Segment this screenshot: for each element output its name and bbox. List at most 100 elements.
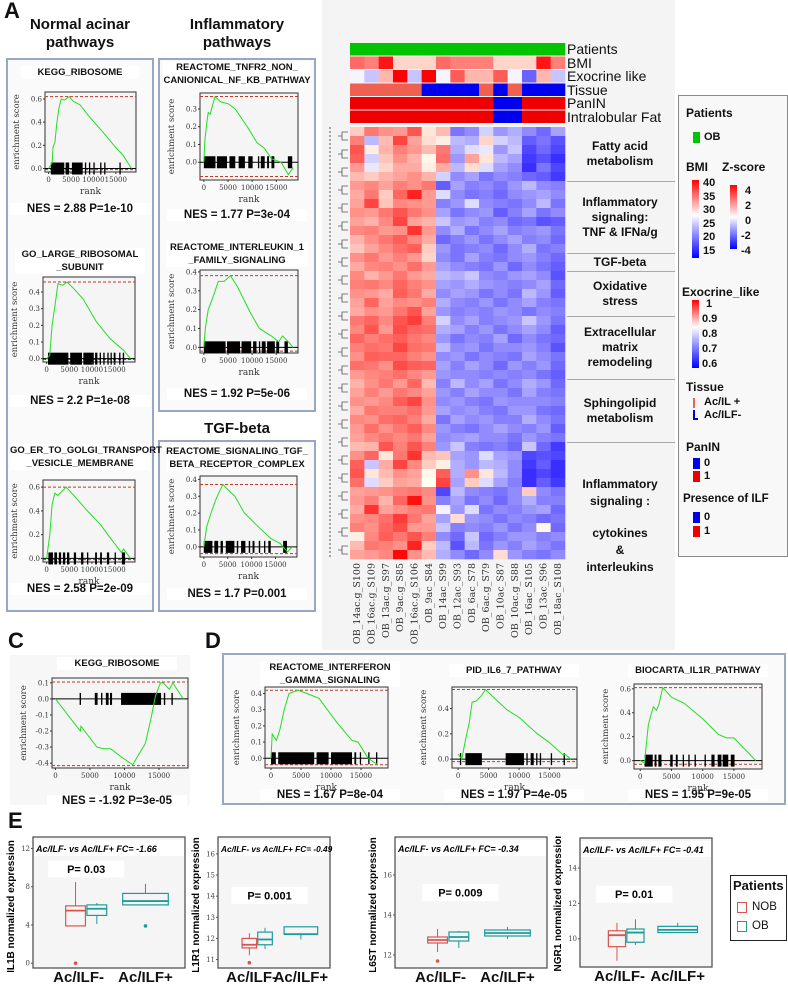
legend-exocrine-tick: 0.7 [702, 343, 718, 355]
x-category-label: Ac/ILF+ [118, 969, 173, 986]
heatmap-cell [450, 244, 465, 254]
boxplot-il1r1: Ac/ILF- vs Ac/ILF+ FC= -0.49 P= 0.001 11 12… [191, 836, 333, 972]
box-ob [122, 883, 169, 928]
heatmap-cell [378, 442, 394, 452]
heatmap-cell [436, 541, 451, 551]
heatmap-cell [364, 199, 379, 209]
gsea-title-line: CANIONICAL_NF_KB_PATHWAY [163, 75, 311, 86]
group-label-line: Inflammatory [582, 194, 658, 209]
legend-panin-0-swatch [693, 458, 700, 469]
y-tick-label: 0.3 [29, 305, 40, 313]
y-tick-label: 0.0 [31, 165, 42, 173]
heatmap-cell [364, 208, 379, 218]
heatmap-cell [536, 352, 551, 362]
gsea-nes-stat: NES = 1.7 P=0.001 [167, 588, 307, 600]
x-category-label: Ac/ILF- [53, 969, 105, 986]
heatmap-cell [479, 127, 494, 137]
heatmap-cell [393, 334, 408, 344]
heatmap-cell [364, 388, 379, 398]
heatmap-cell [507, 235, 523, 245]
heatmap-cell [450, 199, 465, 209]
heatmap-cell [436, 388, 451, 398]
heatmap-cell [393, 181, 408, 191]
heatmap-cell [450, 307, 465, 317]
heatmap-cell [378, 289, 394, 299]
heatmap-cell [378, 487, 394, 497]
heatmap-cell [507, 406, 523, 416]
heatmap-cell [479, 307, 494, 317]
annotation-cell-tissue [464, 83, 480, 96]
y-axis-label: enrichment score [419, 690, 429, 766]
heatmap-cell [364, 550, 379, 560]
heatmap-cell [493, 469, 508, 479]
heatmap-cell [378, 298, 394, 308]
heatmap-cell [507, 127, 523, 137]
heatmap-cell [364, 361, 379, 371]
annotation-cell-patients [436, 43, 451, 56]
group-separator [567, 316, 675, 317]
group-label-line: Inflammatory [582, 476, 658, 491]
gsea-title-line: REACTOME_INTERFERON [269, 662, 391, 673]
annotation-cell-exocrine-like [550, 70, 566, 83]
heatmap-cell [522, 298, 537, 308]
legend-ob-label: OB [704, 131, 721, 143]
x-tick-label: 0 [456, 772, 460, 780]
heatmap-cell [378, 181, 394, 191]
heatmap-cell [407, 334, 422, 344]
outlier-point [143, 924, 148, 928]
x-tick-label: 5000 [292, 772, 310, 780]
heatmap-cell [350, 298, 365, 308]
gsea-nes-stat: NES = 1.92 P=5e-06 [167, 388, 307, 400]
heatmap-cell [393, 226, 408, 236]
heatmap-cell [378, 280, 394, 290]
heatmap-cell [393, 235, 408, 245]
annotation-cell-exocrine-like [393, 70, 408, 83]
heatmap-cell [522, 469, 537, 479]
y-tick-label: 0.0 [29, 355, 40, 363]
legend-tissue-plus-swatch [693, 398, 695, 408]
annotation-cell-patients [364, 43, 379, 56]
gsea-title: REACTOME_INTERLEUKIN_1 _FAMILY_SIGNALING [166, 241, 308, 267]
heatmap-cell [522, 550, 537, 560]
heatmap-cell [407, 181, 422, 191]
heatmap-cell [536, 469, 551, 479]
heatmap-cell [450, 145, 465, 155]
group-separator [567, 181, 675, 182]
heatmap-cell [364, 487, 379, 497]
heatmap-cell [378, 478, 394, 488]
heatmap-cell [507, 145, 523, 155]
heatmap-cell [350, 478, 365, 488]
heatmap-cell [393, 532, 408, 542]
heatmap-cell [436, 442, 451, 452]
heatmap-cell [522, 370, 537, 380]
heatmap-cell [393, 361, 408, 371]
heatmap-cell [464, 289, 480, 299]
y-axis-label: enrichment score [601, 689, 611, 765]
heatmap-cell [464, 199, 480, 209]
heatmap-cell [493, 190, 508, 200]
y-tick-label: 0.2 [186, 510, 197, 518]
annotation-cell-tissue [378, 83, 394, 96]
heatmap-cell [536, 505, 551, 515]
heatmap-cell [350, 388, 365, 398]
gsea-nes-stat: NES = 1.67 P=8e-04 [260, 789, 400, 801]
heatmap-cell [436, 307, 451, 317]
plot-frame [44, 91, 137, 173]
heatmap-cell [507, 505, 523, 515]
y-tick-label: 13 [206, 914, 215, 922]
heatmap-cell [522, 190, 537, 200]
y-tick-label: -0.3 [36, 744, 50, 752]
heatmap-cell [407, 478, 422, 488]
heatmap-cell [378, 163, 394, 173]
heatmap-cell [522, 523, 537, 533]
gsea-title: GO_ER_TO_GOLGI_TRANSPORT _VESICLE_MEMBRAN… [10, 444, 162, 470]
heatmap-cell [464, 514, 480, 524]
heatmap-cell [507, 469, 523, 479]
y-tick-label: 14 [568, 865, 577, 873]
heatmap-cell [464, 271, 480, 281]
enrichment-curve [270, 689, 379, 766]
heatmap-cell [522, 361, 537, 371]
heatmap-cell [536, 496, 551, 506]
heatmap-cell [393, 289, 408, 299]
x-tick-label: 15000 [264, 561, 286, 569]
